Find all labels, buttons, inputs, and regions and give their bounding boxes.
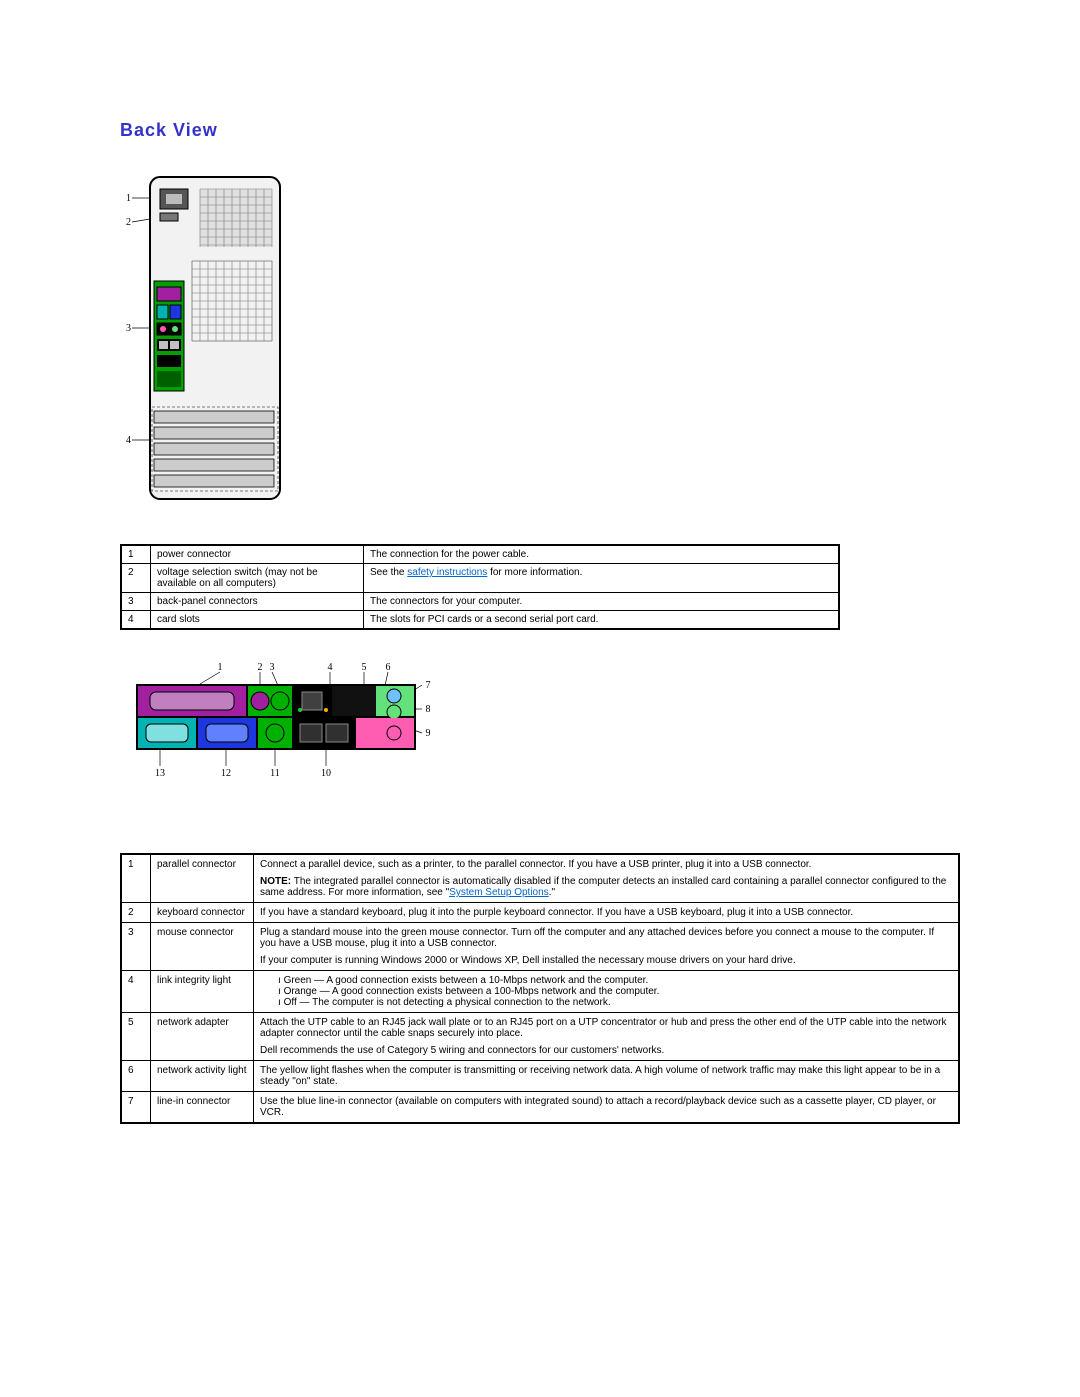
svg-text:13: 13 — [155, 768, 165, 779]
t1-row2-label: voltage selection switch (may not be ava… — [151, 564, 364, 593]
svg-text:10: 10 — [321, 768, 331, 779]
svg-text:2: 2 — [258, 662, 263, 673]
t2-row2-idx: 2 — [121, 903, 151, 923]
t2-row4-idx: 4 — [121, 971, 151, 1013]
back-view-illustration: 1 2 3 4 — [120, 171, 960, 514]
t2-row5-desc: Attach the UTP cable to an RJ45 jack wal… — [254, 1013, 960, 1061]
t2-row6-idx: 6 — [121, 1061, 151, 1092]
t2-row1-desc: Connect a parallel device, such as a pri… — [254, 854, 960, 903]
card-slots — [152, 407, 278, 491]
t2-row3-idx: 3 — [121, 923, 151, 971]
back-panel-block — [154, 281, 184, 391]
callout-3: 3 — [126, 323, 131, 334]
back-view-table: 1 power connector The connection for the… — [120, 544, 840, 630]
connector-panel-illustration: 1 2 3 4 5 6 7 8 9 — [130, 660, 960, 793]
callout-1: 1 — [126, 193, 131, 204]
t1-row4-idx: 4 — [121, 611, 151, 630]
svg-text:9: 9 — [426, 728, 431, 739]
t1-row3-label: back-panel connectors — [151, 593, 364, 611]
svg-text:8: 8 — [426, 704, 431, 715]
safety-instructions-link[interactable]: safety instructions — [407, 567, 487, 578]
t1-row1-label: power connector — [151, 545, 364, 564]
section-heading: Back View — [120, 120, 960, 141]
t2-row4-label: link integrity light — [151, 971, 254, 1013]
t2-row2-desc: If you have a standard keyboard, plug it… — [254, 903, 960, 923]
t1-row3-desc: The connectors for your computer. — [364, 593, 840, 611]
svg-text:1: 1 — [218, 662, 223, 673]
t2-row5-label: network adapter — [151, 1013, 254, 1061]
svg-text:4: 4 — [328, 662, 333, 673]
t2-row1-label: parallel connector — [151, 854, 254, 903]
callout-2: 2 — [126, 217, 131, 228]
svg-text:3: 3 — [270, 662, 275, 673]
t2-row5-idx: 5 — [121, 1013, 151, 1061]
t2-row7-label: line-in connector — [151, 1092, 254, 1124]
t2-row7-desc: Use the blue line-in connector (availabl… — [254, 1092, 960, 1124]
svg-text:5: 5 — [362, 662, 367, 673]
t1-row4-label: card slots — [151, 611, 364, 630]
t1-row3-idx: 3 — [121, 593, 151, 611]
t2-row2-label: keyboard connector — [151, 903, 254, 923]
svg-text:7: 7 — [426, 680, 431, 691]
vent-upper — [200, 189, 272, 247]
t2-row6-desc: The yellow light flashes when the comput… — [254, 1061, 960, 1092]
t1-row4-desc: The slots for PCI cards or a second seri… — [364, 611, 840, 630]
t2-row3-desc: Plug a standard mouse into the green mou… — [254, 923, 960, 971]
t2-row6-label: network activity light — [151, 1061, 254, 1092]
t1-row2-idx: 2 — [121, 564, 151, 593]
t1-row1-desc: The connection for the power cable. — [364, 545, 840, 564]
t2-row1-idx: 1 — [121, 854, 151, 903]
connector-table: 1 parallel connector Connect a parallel … — [120, 853, 960, 1124]
t1-row1-idx: 1 — [121, 545, 151, 564]
t2-row7-idx: 7 — [121, 1092, 151, 1124]
svg-text:11: 11 — [270, 768, 280, 779]
svg-text:12: 12 — [221, 768, 231, 779]
t2-row4-desc: Green — A good connection exists between… — [254, 971, 960, 1013]
system-setup-options-link[interactable]: System Setup Options — [449, 887, 549, 898]
t1-row2-desc: See the safety instructions for more inf… — [364, 564, 840, 593]
svg-text:6: 6 — [386, 662, 391, 673]
t2-row3-label: mouse connector — [151, 923, 254, 971]
callout-4: 4 — [126, 435, 131, 446]
